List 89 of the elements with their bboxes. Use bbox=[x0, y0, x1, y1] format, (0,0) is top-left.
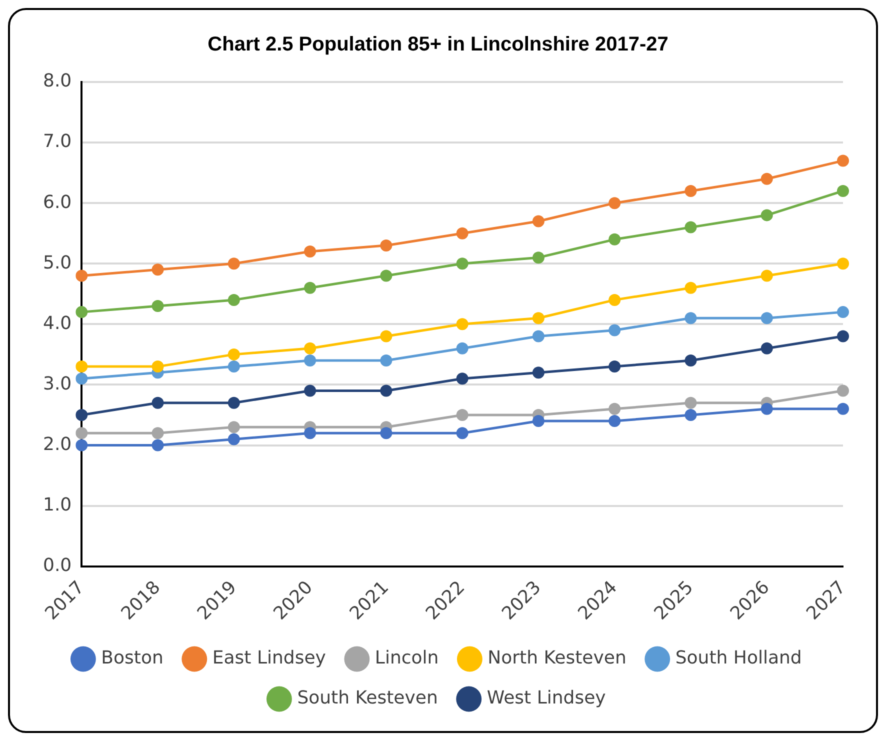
point bbox=[76, 372, 88, 385]
point bbox=[837, 330, 849, 342]
point bbox=[456, 258, 468, 270]
point bbox=[760, 270, 773, 282]
point bbox=[76, 360, 88, 373]
point bbox=[304, 246, 316, 258]
chart-title: Chart 2.5 Population 85+ in Lincolnshire 2017-27 bbox=[208, 34, 668, 56]
point bbox=[684, 408, 697, 421]
point bbox=[837, 384, 849, 397]
point bbox=[608, 233, 621, 246]
point bbox=[684, 396, 697, 409]
y-tick-label: 5.0 bbox=[42, 252, 72, 274]
point bbox=[684, 354, 697, 366]
point bbox=[152, 439, 164, 452]
point bbox=[76, 439, 88, 452]
point bbox=[76, 306, 88, 318]
point bbox=[228, 396, 240, 409]
point bbox=[380, 330, 392, 342]
point bbox=[760, 342, 773, 354]
point bbox=[152, 427, 164, 440]
point bbox=[837, 184, 849, 197]
point bbox=[608, 415, 621, 428]
point bbox=[152, 300, 164, 312]
legend-label: North Kesteven bbox=[488, 648, 626, 669]
point bbox=[228, 348, 240, 360]
point bbox=[760, 172, 773, 185]
point bbox=[304, 342, 316, 354]
point bbox=[152, 360, 164, 373]
point bbox=[532, 330, 544, 342]
legend-label: South Holland bbox=[675, 648, 802, 669]
point bbox=[456, 427, 468, 440]
point bbox=[304, 427, 316, 440]
point bbox=[304, 354, 316, 366]
y-tick-label: 0.0 bbox=[42, 555, 72, 576]
point bbox=[837, 154, 849, 167]
y-tick-label: 8.0 bbox=[42, 70, 72, 92]
point bbox=[532, 415, 544, 428]
legend-label: South Kesteven bbox=[297, 688, 438, 709]
point bbox=[304, 282, 316, 294]
point bbox=[456, 342, 468, 354]
point bbox=[532, 215, 544, 228]
point bbox=[380, 427, 392, 440]
y-tick-label: 4.0 bbox=[42, 312, 72, 334]
point bbox=[837, 258, 849, 270]
point bbox=[608, 402, 621, 415]
point bbox=[456, 318, 468, 330]
point bbox=[608, 360, 621, 373]
point bbox=[760, 402, 773, 415]
y-tick-label: 6.0 bbox=[42, 192, 72, 213]
point bbox=[228, 360, 240, 373]
point bbox=[456, 372, 468, 385]
point bbox=[76, 408, 88, 421]
point bbox=[380, 239, 392, 252]
point bbox=[837, 306, 849, 318]
point bbox=[684, 221, 697, 234]
point bbox=[76, 427, 88, 440]
point bbox=[684, 312, 697, 324]
point bbox=[456, 408, 468, 421]
point bbox=[837, 402, 849, 415]
point bbox=[532, 252, 544, 264]
point bbox=[456, 227, 468, 240]
point bbox=[760, 209, 773, 222]
y-tick-label: 2.0 bbox=[42, 434, 72, 455]
point bbox=[228, 294, 240, 306]
point bbox=[304, 384, 316, 397]
point bbox=[76, 270, 88, 282]
point bbox=[608, 197, 621, 210]
point bbox=[532, 366, 544, 379]
point bbox=[380, 384, 392, 397]
point bbox=[152, 264, 164, 276]
point bbox=[228, 258, 240, 270]
point bbox=[152, 396, 164, 409]
legend-label: East Lindsey bbox=[212, 648, 326, 669]
legend-label: Boston bbox=[101, 648, 164, 669]
point bbox=[380, 354, 392, 366]
point bbox=[228, 421, 240, 434]
point bbox=[608, 324, 621, 336]
point bbox=[684, 282, 697, 294]
point bbox=[380, 270, 392, 282]
y-tick-label: 3.0 bbox=[42, 373, 72, 394]
point bbox=[228, 433, 240, 446]
point bbox=[608, 294, 621, 306]
point bbox=[760, 312, 773, 324]
point bbox=[532, 312, 544, 324]
y-tick-label: 1.0 bbox=[42, 494, 72, 516]
point bbox=[684, 184, 697, 197]
y-tick-label: 7.0 bbox=[42, 131, 72, 152]
legend-label: West Lindsey bbox=[486, 688, 606, 709]
legend-label: Lincoln bbox=[374, 648, 439, 669]
